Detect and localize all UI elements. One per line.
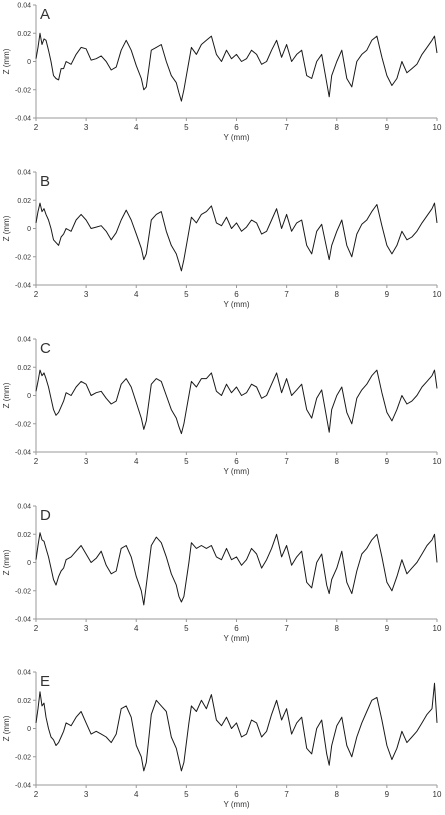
chart-panel-d: 0.04 0.02 0 -0.02 -0.042 3 4 5 6 7 8 9 10 Y (mm) Z (mm… — [2, 504, 442, 644]
x-tick-label: 5 — [184, 123, 189, 132]
y-tick-label: 0.04 — [17, 3, 31, 10]
x-tick-label: 8 — [335, 624, 340, 633]
x-tick-label: 9 — [385, 457, 390, 466]
panel-label: C — [40, 340, 51, 357]
x-axis-title: Y (mm) — [223, 800, 249, 809]
x-tick-label: 4 — [134, 123, 139, 132]
x-tick-label: 6 — [234, 624, 239, 633]
x-tick-label: 5 — [184, 790, 189, 799]
y-axis-title: Z (mm) — [2, 715, 11, 741]
x-tick-label: 9 — [385, 624, 390, 633]
y-tick-label: 0.02 — [17, 198, 31, 205]
profile-line-c — [35, 369, 438, 435]
y-tick-label: 0 — [27, 560, 31, 567]
profile-line-d — [35, 532, 438, 606]
y-tick-label: 0 — [27, 726, 31, 733]
x-tick-label: 10 — [433, 290, 442, 299]
y-tick-label: -0.04 — [15, 283, 31, 290]
y-tick-label: 0.04 — [17, 504, 31, 511]
x-tick-label: 2 — [34, 290, 39, 299]
y-tick-label: 0.04 — [17, 670, 31, 677]
y-axis-title: Z (mm) — [2, 382, 11, 408]
x-axis-title: Y (mm) — [223, 467, 249, 476]
y-tick-label: 0.02 — [17, 532, 31, 539]
x-tick-label: 7 — [284, 790, 289, 799]
x-tick-label: 6 — [234, 457, 239, 466]
panel-label: D — [40, 507, 51, 524]
y-tick-label: 0.02 — [17, 365, 31, 372]
profile-line-e — [35, 682, 438, 772]
x-tick-label: 5 — [184, 290, 189, 299]
x-tick-label: 4 — [134, 290, 139, 299]
x-tick-label: 7 — [284, 290, 289, 299]
x-tick-label: 7 — [284, 123, 289, 132]
x-tick-label: 2 — [34, 123, 39, 132]
x-tick-label: 5 — [184, 624, 189, 633]
y-tick-label: -0.02 — [15, 421, 31, 428]
panel-label: E — [40, 673, 50, 690]
panel-label: B — [40, 173, 50, 190]
y-tick-label: -0.02 — [15, 588, 31, 595]
panel-label: A — [40, 6, 50, 23]
x-tick-label: 3 — [84, 790, 89, 799]
x-tick-label: 6 — [234, 123, 239, 132]
x-tick-label: 8 — [335, 290, 340, 299]
y-tick-label: 0.04 — [17, 337, 31, 344]
y-tick-label: -0.02 — [15, 87, 31, 94]
x-tick-label: 9 — [385, 290, 390, 299]
y-tick-label: -0.04 — [15, 116, 31, 123]
y-tick-label: -0.04 — [15, 450, 31, 457]
x-tick-label: 4 — [134, 624, 139, 633]
x-tick-label: 7 — [284, 457, 289, 466]
y-tick-label: 0.02 — [17, 698, 31, 705]
x-tick-label: 3 — [84, 290, 89, 299]
y-tick-label: 0 — [27, 393, 31, 400]
y-axis-title: Z (mm) — [2, 48, 11, 74]
x-tick-label: 9 — [385, 123, 390, 132]
x-axis-title: Y (mm) — [223, 133, 249, 142]
x-tick-label: 7 — [284, 624, 289, 633]
y-tick-label: -0.02 — [15, 254, 31, 261]
y-tick-label: -0.04 — [15, 617, 31, 624]
x-tick-label: 10 — [433, 457, 442, 466]
x-tick-label: 6 — [234, 290, 239, 299]
x-tick-label: 3 — [84, 123, 89, 132]
x-tick-label: 10 — [433, 790, 442, 799]
x-axis-title: Y (mm) — [223, 634, 249, 643]
x-tick-label: 10 — [433, 123, 442, 132]
y-tick-label: 0 — [27, 59, 31, 66]
y-tick-label: -0.04 — [15, 783, 31, 790]
chart-panel-e: 0.04 0.02 0 -0.02 -0.042 3 4 5 6 7 8 9 10 Y (mm) Z (mm… — [2, 670, 442, 810]
profile-line-b — [35, 202, 438, 272]
chart-panel-b: 0.04 0.02 0 -0.02 -0.042 3 4 5 6 7 8 9 10 Y (mm) Z (mm… — [2, 170, 442, 310]
x-tick-label: 10 — [433, 624, 442, 633]
x-tick-label: 2 — [34, 790, 39, 799]
y-tick-label: 0.04 — [17, 170, 31, 177]
y-tick-label: 0 — [27, 226, 31, 233]
y-axis-title: Z (mm) — [2, 215, 11, 241]
x-tick-label: 8 — [335, 457, 340, 466]
y-axis-title: Z (mm) — [2, 549, 11, 575]
y-tick-label: 0.02 — [17, 31, 31, 38]
x-axis-title: Y (mm) — [223, 300, 249, 309]
chart-panel-a: 0.04 0.02 0 -0.02 -0.042 3 4 5 6 7 8 9 10 Y (mm) Z (mm… — [2, 3, 442, 143]
x-tick-label: 5 — [184, 457, 189, 466]
x-tick-label: 2 — [34, 457, 39, 466]
y-tick-label: -0.02 — [15, 754, 31, 761]
x-tick-label: 6 — [234, 790, 239, 799]
x-tick-label: 8 — [335, 123, 340, 132]
profile-line-a — [35, 32, 438, 102]
x-tick-label: 8 — [335, 790, 340, 799]
x-tick-label: 2 — [34, 624, 39, 633]
x-tick-label: 4 — [134, 790, 139, 799]
chart-panel-c: 0.04 0.02 0 -0.02 -0.042 3 4 5 6 7 8 9 10 Y (mm) Z (mm… — [2, 337, 442, 477]
x-tick-label: 4 — [134, 457, 139, 466]
x-tick-label: 9 — [385, 790, 390, 799]
x-tick-label: 3 — [84, 457, 89, 466]
x-tick-label: 3 — [84, 624, 89, 633]
